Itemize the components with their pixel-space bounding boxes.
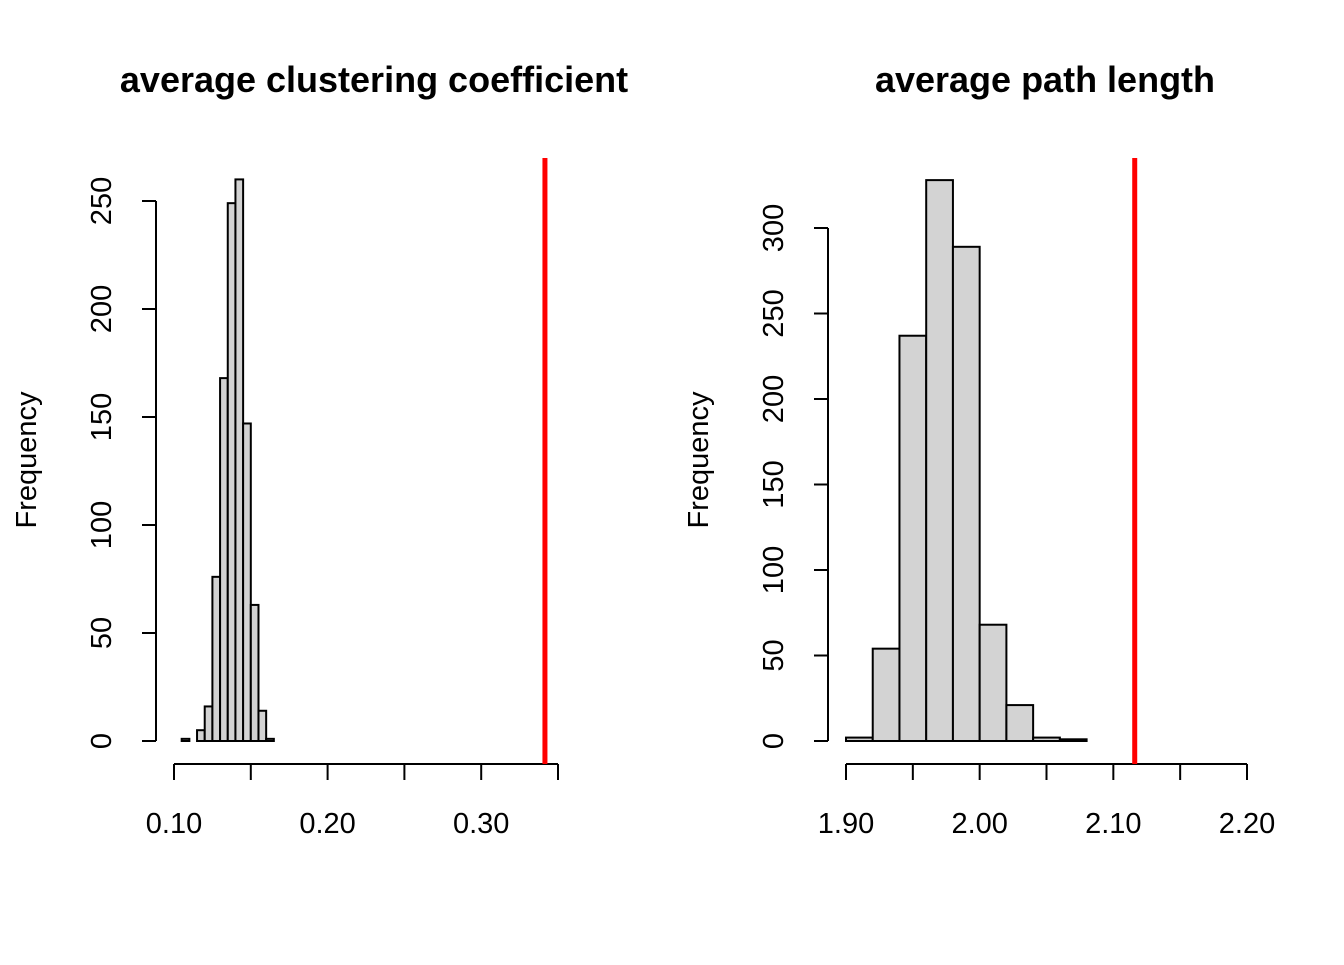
histogram-bar xyxy=(180,737,191,743)
histogram-bar xyxy=(242,422,252,742)
histogram-bar xyxy=(871,647,901,742)
x-tick-label: 2.10 xyxy=(1085,808,1141,840)
x-tick-label: 0.20 xyxy=(299,808,355,840)
clustering-coefficient-panel: average clustering coefficient Frequency… xyxy=(11,59,628,840)
x-axis: 0.10 0.20 0.30 xyxy=(146,763,559,840)
y-axis: 0 50 100 150 200 250 300 xyxy=(758,204,829,749)
y-tick-label: 200 xyxy=(86,285,118,333)
y-tick-label: 300 xyxy=(758,204,790,252)
panel-title: average path length xyxy=(875,59,1215,100)
x-tick-label: 2.20 xyxy=(1219,808,1275,840)
path-length-panel: average path length Frequency 0 50 100 150 2… xyxy=(683,59,1275,840)
y-axis-label: Frequency xyxy=(11,391,43,529)
histogram-bar xyxy=(1005,704,1035,743)
panel-title: average clustering coefficient xyxy=(120,59,628,100)
histogram-bar xyxy=(265,737,275,743)
histogram-bars xyxy=(845,179,1088,743)
histogram-bar xyxy=(234,178,245,742)
histogram-bar xyxy=(219,377,229,742)
y-tick-label: 0 xyxy=(86,733,118,749)
histogram-bar xyxy=(1032,736,1061,743)
histogram-bar xyxy=(203,705,214,743)
y-tick-label: 50 xyxy=(86,617,118,649)
x-tick-label: 1.90 xyxy=(818,808,874,840)
histogram-bars xyxy=(180,178,275,743)
y-tick-label: 100 xyxy=(86,501,118,549)
y-tick-label: 0 xyxy=(758,733,790,749)
histogram-bar xyxy=(978,623,1008,742)
y-tick-label: 150 xyxy=(86,393,118,441)
y-axis-label: Frequency xyxy=(683,391,715,529)
y-tick-label: 250 xyxy=(86,177,118,225)
y-tick-label: 200 xyxy=(758,375,790,423)
y-tick-label: 100 xyxy=(758,546,790,594)
histogram-bar xyxy=(925,179,954,742)
x-axis: 1.90 2.00 2.10 2.20 xyxy=(818,763,1275,840)
histogram-bar xyxy=(211,575,222,743)
histogram-bar xyxy=(249,603,260,742)
histogram-bar xyxy=(196,729,206,743)
x-tick-label: 0.10 xyxy=(146,808,202,840)
histogram-bar xyxy=(226,202,237,743)
histogram-bar xyxy=(845,736,874,743)
histogram-bar xyxy=(898,334,928,742)
histogram-bar xyxy=(1058,738,1088,742)
x-tick-label: 0.30 xyxy=(453,808,509,840)
y-tick-label: 150 xyxy=(758,460,790,508)
y-tick-label: 250 xyxy=(758,289,790,337)
histogram-bar xyxy=(951,245,981,742)
y-axis: 0 50 100 150 200 250 xyxy=(86,177,157,749)
x-tick-label: 2.00 xyxy=(951,808,1007,840)
histogram-bar xyxy=(257,709,268,743)
y-tick-label: 50 xyxy=(758,639,790,671)
